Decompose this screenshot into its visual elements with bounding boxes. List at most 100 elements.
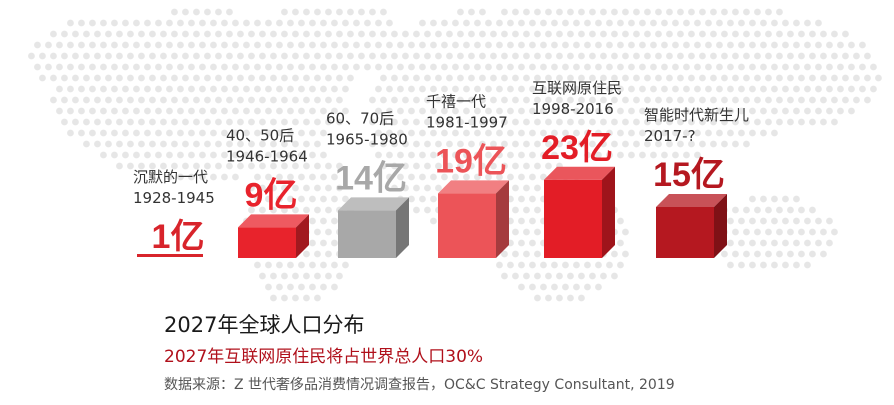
map-dot: [666, 8, 673, 16]
map-dot: [617, 151, 624, 159]
map-dot: [397, 173, 404, 181]
map-dot: [556, 96, 563, 104]
map-dot: [622, 30, 629, 38]
map-dot: [683, 107, 690, 115]
map-dot: [94, 96, 101, 104]
map-dot: [534, 206, 541, 214]
map-dot: [61, 52, 68, 60]
map-dot: [650, 151, 657, 159]
map-dot: [567, 140, 574, 148]
map-dot: [738, 129, 745, 137]
map-dot: [452, 19, 459, 27]
map-dot: [606, 63, 613, 71]
map-dot: [628, 129, 635, 137]
map-dot: [463, 19, 470, 27]
map-dot: [600, 96, 607, 104]
map-dot: [276, 129, 283, 137]
map-dot: [562, 41, 569, 49]
bar-group: 1亿 沉默的一代 1928-1945 9亿 40、50后 1946-1964 14亿 60、7…: [133, 79, 749, 258]
bar-2: 9亿 40、50后 1946-1964: [226, 126, 309, 258]
map-dot: [446, 118, 453, 126]
map-dot: [529, 151, 536, 159]
map-dot: [144, 85, 151, 93]
map-dot: [320, 63, 327, 71]
map-dot: [496, 173, 503, 181]
map-dot: [732, 140, 739, 148]
map-dot: [501, 162, 508, 170]
map-dot: [89, 129, 96, 137]
map-dot: [111, 107, 118, 115]
map-dot: [474, 63, 481, 71]
map-dot: [496, 129, 503, 137]
map-dot: [199, 107, 206, 115]
map-dot: [215, 74, 222, 82]
map-dot: [463, 107, 470, 115]
map-dot: [254, 195, 261, 203]
map-dot: [298, 107, 305, 115]
map-dot: [116, 74, 123, 82]
map-dot: [743, 52, 750, 60]
map-dot: [815, 239, 822, 247]
map-dot: [545, 52, 552, 60]
map-dot: [523, 30, 530, 38]
map-dot: [413, 162, 420, 170]
map-dot: [221, 129, 228, 137]
map-dot: [490, 74, 497, 82]
map-dot: [809, 228, 816, 236]
map-dot: [314, 294, 321, 302]
map-dot: [144, 41, 151, 49]
map-dot: [501, 272, 508, 280]
map-dot: [743, 30, 750, 38]
map-dot: [754, 228, 761, 236]
map-dot: [787, 250, 794, 258]
map-dot: [826, 85, 833, 93]
map-dot: [826, 63, 833, 71]
map-dot: [177, 41, 184, 49]
map-dot: [633, 140, 640, 148]
map-dot: [375, 107, 382, 115]
map-dot: [210, 85, 217, 93]
map-dot: [837, 41, 844, 49]
map-dot: [171, 140, 178, 148]
map-dot: [298, 85, 305, 93]
map-dot: [100, 85, 107, 93]
map-dot: [666, 52, 673, 60]
map-dot: [705, 19, 712, 27]
map-dot: [743, 250, 750, 258]
map-dot: [782, 195, 789, 203]
map-dot: [149, 162, 156, 170]
map-dot: [254, 261, 261, 269]
map-dot: [474, 107, 481, 115]
map-dot: [254, 107, 261, 115]
map-dot: [809, 118, 816, 126]
map-dot: [518, 63, 525, 71]
map-dot: [727, 239, 734, 247]
map-dot: [721, 140, 728, 148]
map-dot: [820, 52, 827, 60]
map-dot: [122, 19, 129, 27]
map-dot: [127, 74, 134, 82]
map-dot: [705, 41, 712, 49]
map-dot: [479, 96, 486, 104]
map-dot: [199, 41, 206, 49]
map-dot: [540, 41, 547, 49]
map-dot: [380, 96, 387, 104]
map-dot: [347, 8, 354, 16]
map-dot: [776, 52, 783, 60]
map-dot: [606, 151, 613, 159]
map-dot: [226, 118, 233, 126]
map-dot: [705, 129, 712, 137]
map-dot: [661, 129, 668, 137]
map-dot: [325, 206, 332, 214]
map-dot: [468, 96, 475, 104]
bar-front: [544, 179, 602, 258]
map-dot: [94, 74, 101, 82]
map-dot: [595, 151, 602, 159]
map-dot: [248, 184, 255, 192]
bar-6: 15亿 智能时代新生儿 2017-?: [644, 106, 749, 258]
map-dot: [320, 239, 327, 247]
map-dot: [798, 250, 805, 258]
map-dot: [452, 151, 459, 159]
map-dot: [793, 63, 800, 71]
map-dot: [655, 96, 662, 104]
